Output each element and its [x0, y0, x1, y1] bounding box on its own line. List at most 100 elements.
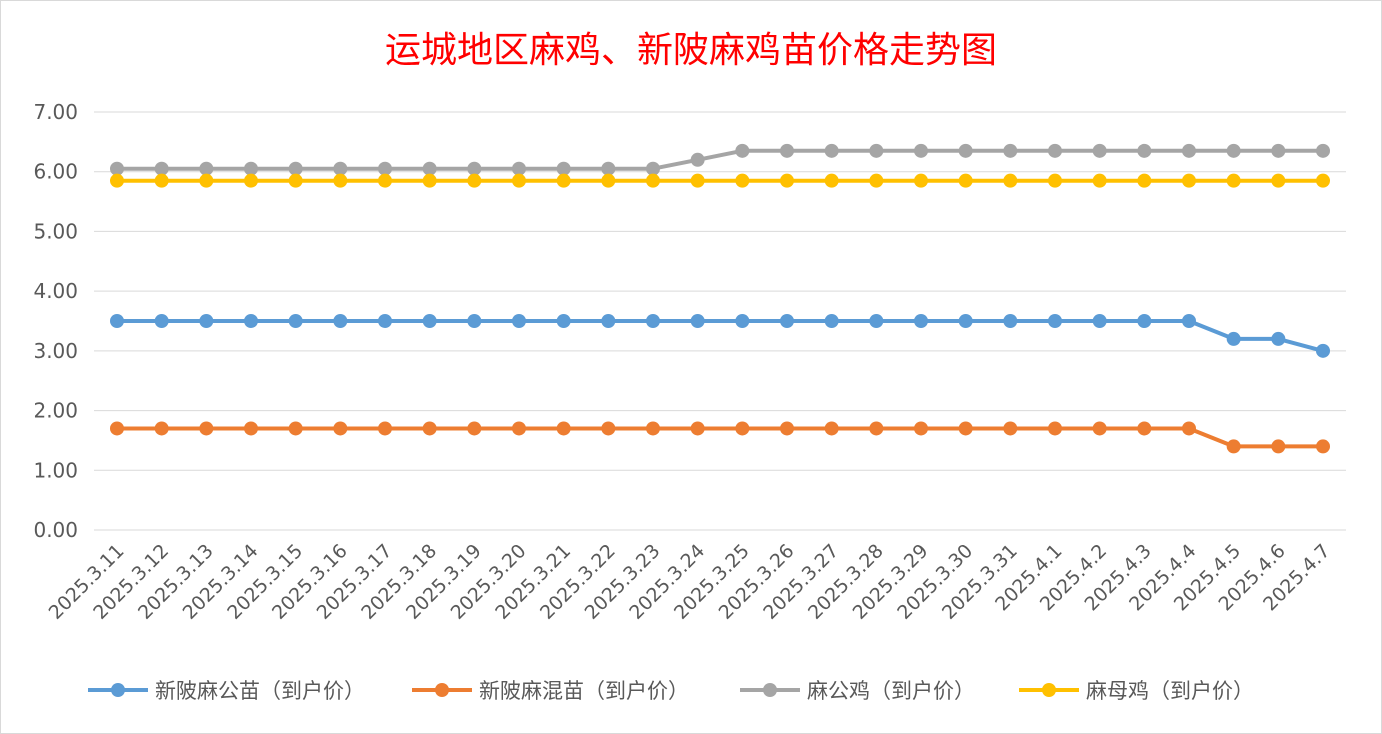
data-point: [378, 314, 392, 328]
data-point: [244, 161, 258, 176]
data-point: [1316, 343, 1330, 358]
data-point: [1092, 314, 1107, 328]
data-point: [556, 161, 571, 176]
data-point: [378, 161, 392, 176]
series-2: [110, 421, 1330, 454]
data-point: [1048, 421, 1062, 436]
data-point: [690, 173, 705, 188]
data-point: [333, 173, 348, 188]
data-point: [1182, 143, 1196, 158]
data-point: [824, 143, 839, 158]
data-point: [556, 421, 571, 436]
data-point: [1048, 173, 1062, 188]
data-point: [780, 173, 794, 188]
data-point: [780, 143, 794, 158]
data-point: [244, 421, 258, 436]
data-point: [467, 421, 482, 436]
data-point: [1271, 331, 1286, 346]
data-point: [914, 143, 928, 158]
legend-swatch-marker: [1042, 683, 1056, 697]
data-point: [154, 173, 169, 188]
legend-swatch-marker: [111, 683, 125, 697]
data-point: [244, 314, 258, 328]
data-point: [288, 421, 303, 436]
data-point: [824, 173, 839, 188]
data-point: [556, 173, 571, 188]
data-point: [512, 173, 526, 188]
data-point: [1137, 314, 1152, 328]
data-point: [958, 421, 973, 436]
series-line: [117, 319, 1324, 353]
data-point: [110, 314, 124, 328]
data-point: [378, 421, 392, 436]
data-point: [1092, 421, 1107, 436]
data-point: [1316, 143, 1330, 158]
data-point: [512, 421, 526, 436]
data-point: [914, 314, 928, 328]
data-point: [646, 314, 660, 328]
data-point: [288, 173, 303, 188]
x-axis-ticks: 2025.3.112025.3.122025.3.132025.3.142025…: [45, 540, 1335, 624]
data-point: [422, 314, 437, 328]
data-point: [780, 421, 794, 436]
y-axis-ticks: 0.00 1.00 2.00 3.00 4.00 5.00 6.00 7.00: [33, 100, 78, 542]
y-tick-label: 4.00: [33, 279, 78, 303]
data-point: [1003, 421, 1018, 436]
data-point: [824, 421, 839, 436]
data-point: [556, 314, 571, 328]
data-point: [646, 421, 660, 436]
data-point: [1048, 314, 1062, 328]
data-point: [244, 173, 258, 188]
legend-item-4: 麻母鸡（到户价）: [1019, 679, 1254, 703]
data-point: [512, 314, 526, 328]
series-1: [110, 314, 1330, 358]
data-point: [601, 421, 616, 436]
data-point: [1316, 439, 1330, 454]
data-point: [824, 314, 839, 328]
data-point: [1226, 143, 1241, 158]
data-point: [199, 173, 214, 188]
data-point: [1003, 143, 1018, 158]
data-point: [1271, 173, 1286, 188]
data-point: [1271, 143, 1286, 158]
data-point: [1316, 173, 1330, 188]
legend-item-3: 麻公鸡（到户价）: [740, 679, 975, 703]
data-point: [601, 314, 616, 328]
data-point: [1003, 314, 1018, 328]
data-point: [690, 421, 705, 436]
data-point: [110, 161, 124, 176]
data-point: [1137, 421, 1152, 436]
y-tick-label: 1.00: [33, 458, 78, 482]
legend-label: 麻公鸡（到户价）: [807, 679, 975, 703]
data-point: [467, 314, 482, 328]
data-point: [735, 143, 750, 158]
data-point: [512, 161, 526, 176]
series-4: [110, 173, 1330, 188]
y-tick-label: 7.00: [33, 100, 78, 124]
legend-swatch-marker: [763, 683, 777, 697]
data-point: [110, 421, 124, 436]
data-point: [1182, 314, 1196, 328]
data-point: [869, 143, 884, 158]
data-point: [288, 161, 303, 176]
data-point: [110, 173, 124, 188]
legend: 新陂麻公苗（到户价） 新陂麻混苗（到户价） 麻公鸡（到户价） 麻母鸡（到户价）: [88, 679, 1254, 703]
data-point: [690, 152, 705, 167]
legend-label: 麻母鸡（到户价）: [1086, 679, 1254, 703]
data-point: [735, 173, 750, 188]
data-point: [869, 314, 884, 328]
data-point: [1092, 143, 1107, 158]
data-point: [914, 173, 928, 188]
data-point: [378, 173, 392, 188]
data-point: [1226, 173, 1241, 188]
data-point: [646, 161, 660, 176]
data-point: [333, 161, 348, 176]
y-tick-label: 0.00: [33, 518, 78, 542]
series-lines: [110, 143, 1330, 454]
gridlines: [94, 111, 1346, 531]
data-point: [422, 161, 437, 176]
data-point: [646, 173, 660, 188]
data-point: [958, 143, 973, 158]
data-point: [735, 421, 750, 436]
